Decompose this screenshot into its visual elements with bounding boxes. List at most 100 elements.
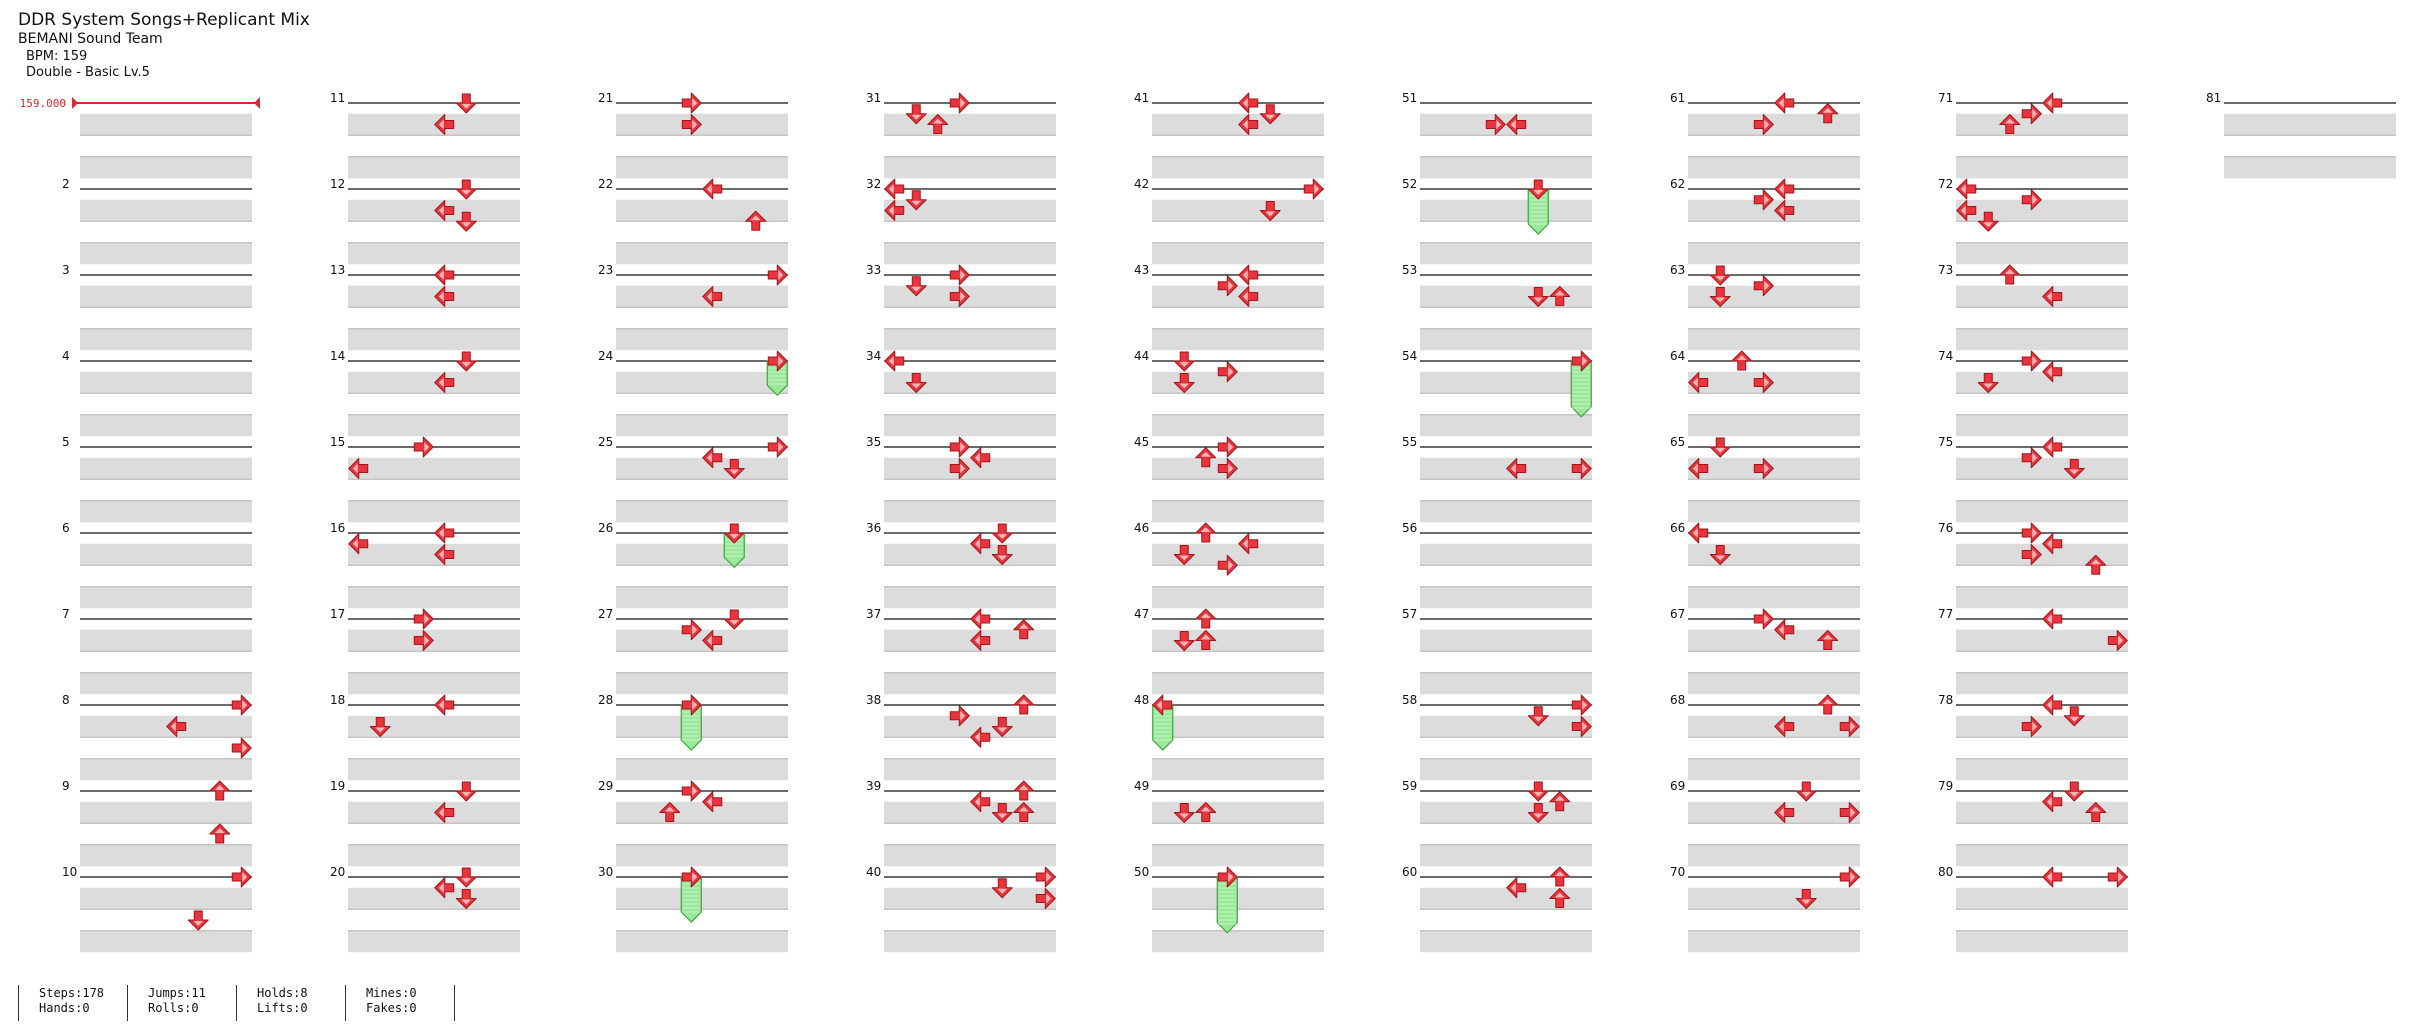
down-arrow-icon bbox=[455, 93, 477, 114]
measure-number: 28 bbox=[598, 693, 613, 707]
measure-number: 60 bbox=[1402, 865, 1417, 879]
measure-number: 30 bbox=[598, 865, 613, 879]
left-arrow-icon bbox=[1688, 372, 1709, 393]
left-arrow-icon bbox=[1956, 178, 1977, 200]
measure-number: 27 bbox=[598, 607, 613, 621]
up-arrow-icon bbox=[745, 210, 767, 231]
measure-number: 20 bbox=[330, 865, 345, 879]
measure-number: 73 bbox=[1938, 263, 1953, 277]
up-arrow-icon bbox=[1195, 447, 1217, 468]
down-arrow-icon bbox=[1173, 803, 1195, 823]
up-arrow-icon bbox=[1549, 866, 1571, 887]
down-arrow-icon bbox=[1259, 201, 1281, 221]
measure-number: 69 bbox=[1670, 779, 1685, 793]
measure-68: 68 bbox=[1670, 693, 1860, 781]
right-arrow-icon bbox=[413, 608, 434, 630]
measure-24: 24 bbox=[598, 349, 788, 437]
measure-number: 36 bbox=[866, 521, 881, 535]
measure-number: 2 bbox=[62, 177, 70, 191]
right-arrow-icon bbox=[949, 264, 970, 286]
measure-number: 54 bbox=[1402, 349, 1417, 363]
song-header: DDR System Songs+Replicant Mix BEMANI So… bbox=[18, 10, 310, 81]
right-arrow-icon bbox=[2021, 350, 2042, 372]
down-arrow-icon bbox=[991, 545, 1013, 565]
measure-number: 52 bbox=[1402, 177, 1417, 191]
stat-value: Lifts:0 bbox=[257, 1001, 308, 1015]
right-arrow-icon bbox=[2021, 716, 2042, 737]
right-arrow-icon bbox=[1035, 866, 1056, 888]
up-arrow-icon bbox=[209, 823, 231, 844]
right-arrow-icon bbox=[949, 458, 970, 479]
down-arrow-icon bbox=[455, 867, 477, 888]
down-arrow-icon bbox=[905, 190, 927, 211]
right-arrow-icon bbox=[413, 630, 434, 651]
left-arrow-icon bbox=[2042, 608, 2063, 630]
measure-7: 7 bbox=[62, 607, 252, 695]
measure-number: 25 bbox=[598, 435, 613, 449]
measure-number: 40 bbox=[866, 865, 881, 879]
down-arrow-icon bbox=[991, 803, 1013, 823]
right-arrow-icon bbox=[949, 92, 970, 114]
up-arrow-icon bbox=[1013, 780, 1035, 801]
measure-81: 81 bbox=[2206, 91, 2396, 179]
left-arrow-icon bbox=[970, 630, 991, 651]
measure-40: 40 bbox=[866, 865, 1056, 953]
measure-number: 4 bbox=[62, 349, 70, 363]
bpm-marker: 159.000 bbox=[20, 97, 260, 110]
left-arrow-icon bbox=[1238, 114, 1259, 135]
measure-number: 53 bbox=[1402, 263, 1417, 277]
up-arrow-icon bbox=[1731, 350, 1753, 371]
stat-value: Holds:8 bbox=[257, 986, 308, 1000]
measure-61: 61 bbox=[1670, 91, 1860, 179]
measure-22: 22 bbox=[598, 177, 788, 265]
stat-cell: Mines:0 Fakes:0 bbox=[345, 985, 455, 1021]
measure-42: 42 bbox=[1134, 177, 1324, 265]
left-arrow-icon bbox=[2042, 694, 2063, 716]
down-arrow-icon bbox=[1709, 545, 1731, 565]
hold-note bbox=[1216, 866, 1238, 934]
left-arrow-icon bbox=[1506, 114, 1527, 135]
left-arrow-icon bbox=[702, 178, 723, 200]
measure-number: 71 bbox=[1938, 91, 1953, 105]
measure-78: 78 bbox=[1938, 693, 2128, 781]
measure-8: 8 bbox=[62, 693, 252, 781]
measure-80: 80 bbox=[1938, 865, 2128, 953]
right-arrow-icon bbox=[681, 866, 702, 888]
left-arrow-icon bbox=[1774, 92, 1795, 114]
down-arrow-icon bbox=[455, 211, 477, 232]
measure-number: 3 bbox=[62, 263, 70, 277]
hold-note bbox=[723, 523, 745, 569]
measure-number: 57 bbox=[1402, 607, 1417, 621]
measure-number: 80 bbox=[1938, 865, 1953, 879]
measure-number: 15 bbox=[330, 435, 345, 449]
measure-33: 33 bbox=[866, 263, 1056, 351]
down-arrow-icon bbox=[455, 351, 477, 372]
measure-number: 72 bbox=[1938, 177, 1953, 191]
right-arrow-icon bbox=[1217, 361, 1238, 383]
right-arrow-icon bbox=[1571, 716, 1592, 737]
measure-number: 26 bbox=[598, 521, 613, 535]
measure-1 bbox=[80, 102, 252, 179]
measure-67: 67 bbox=[1670, 607, 1860, 695]
right-arrow-icon bbox=[413, 436, 434, 458]
measure-number: 81 bbox=[2206, 91, 2221, 105]
right-arrow-icon bbox=[2021, 544, 2042, 565]
measure-number: 11 bbox=[330, 91, 345, 105]
right-arrow-icon bbox=[1839, 716, 1860, 737]
measure-number: 56 bbox=[1402, 521, 1417, 535]
down-arrow-icon bbox=[455, 889, 477, 909]
measure-31: 31 bbox=[866, 91, 1056, 179]
measure-60: 60 bbox=[1402, 865, 1592, 953]
down-arrow-icon bbox=[991, 717, 1013, 737]
measure-29: 29 bbox=[598, 779, 788, 867]
measure-23: 23 bbox=[598, 263, 788, 351]
measure-number: 12 bbox=[330, 177, 345, 191]
right-arrow-icon bbox=[1753, 608, 1774, 630]
measure-number: 38 bbox=[866, 693, 881, 707]
measure-39: 39 bbox=[866, 779, 1056, 867]
measure-5: 5 bbox=[62, 435, 252, 523]
measure-62: 62 bbox=[1670, 177, 1860, 265]
right-arrow-icon bbox=[1571, 458, 1592, 479]
measure-number: 78 bbox=[1938, 693, 1953, 707]
song-artist: BEMANI Sound Team bbox=[18, 31, 163, 48]
